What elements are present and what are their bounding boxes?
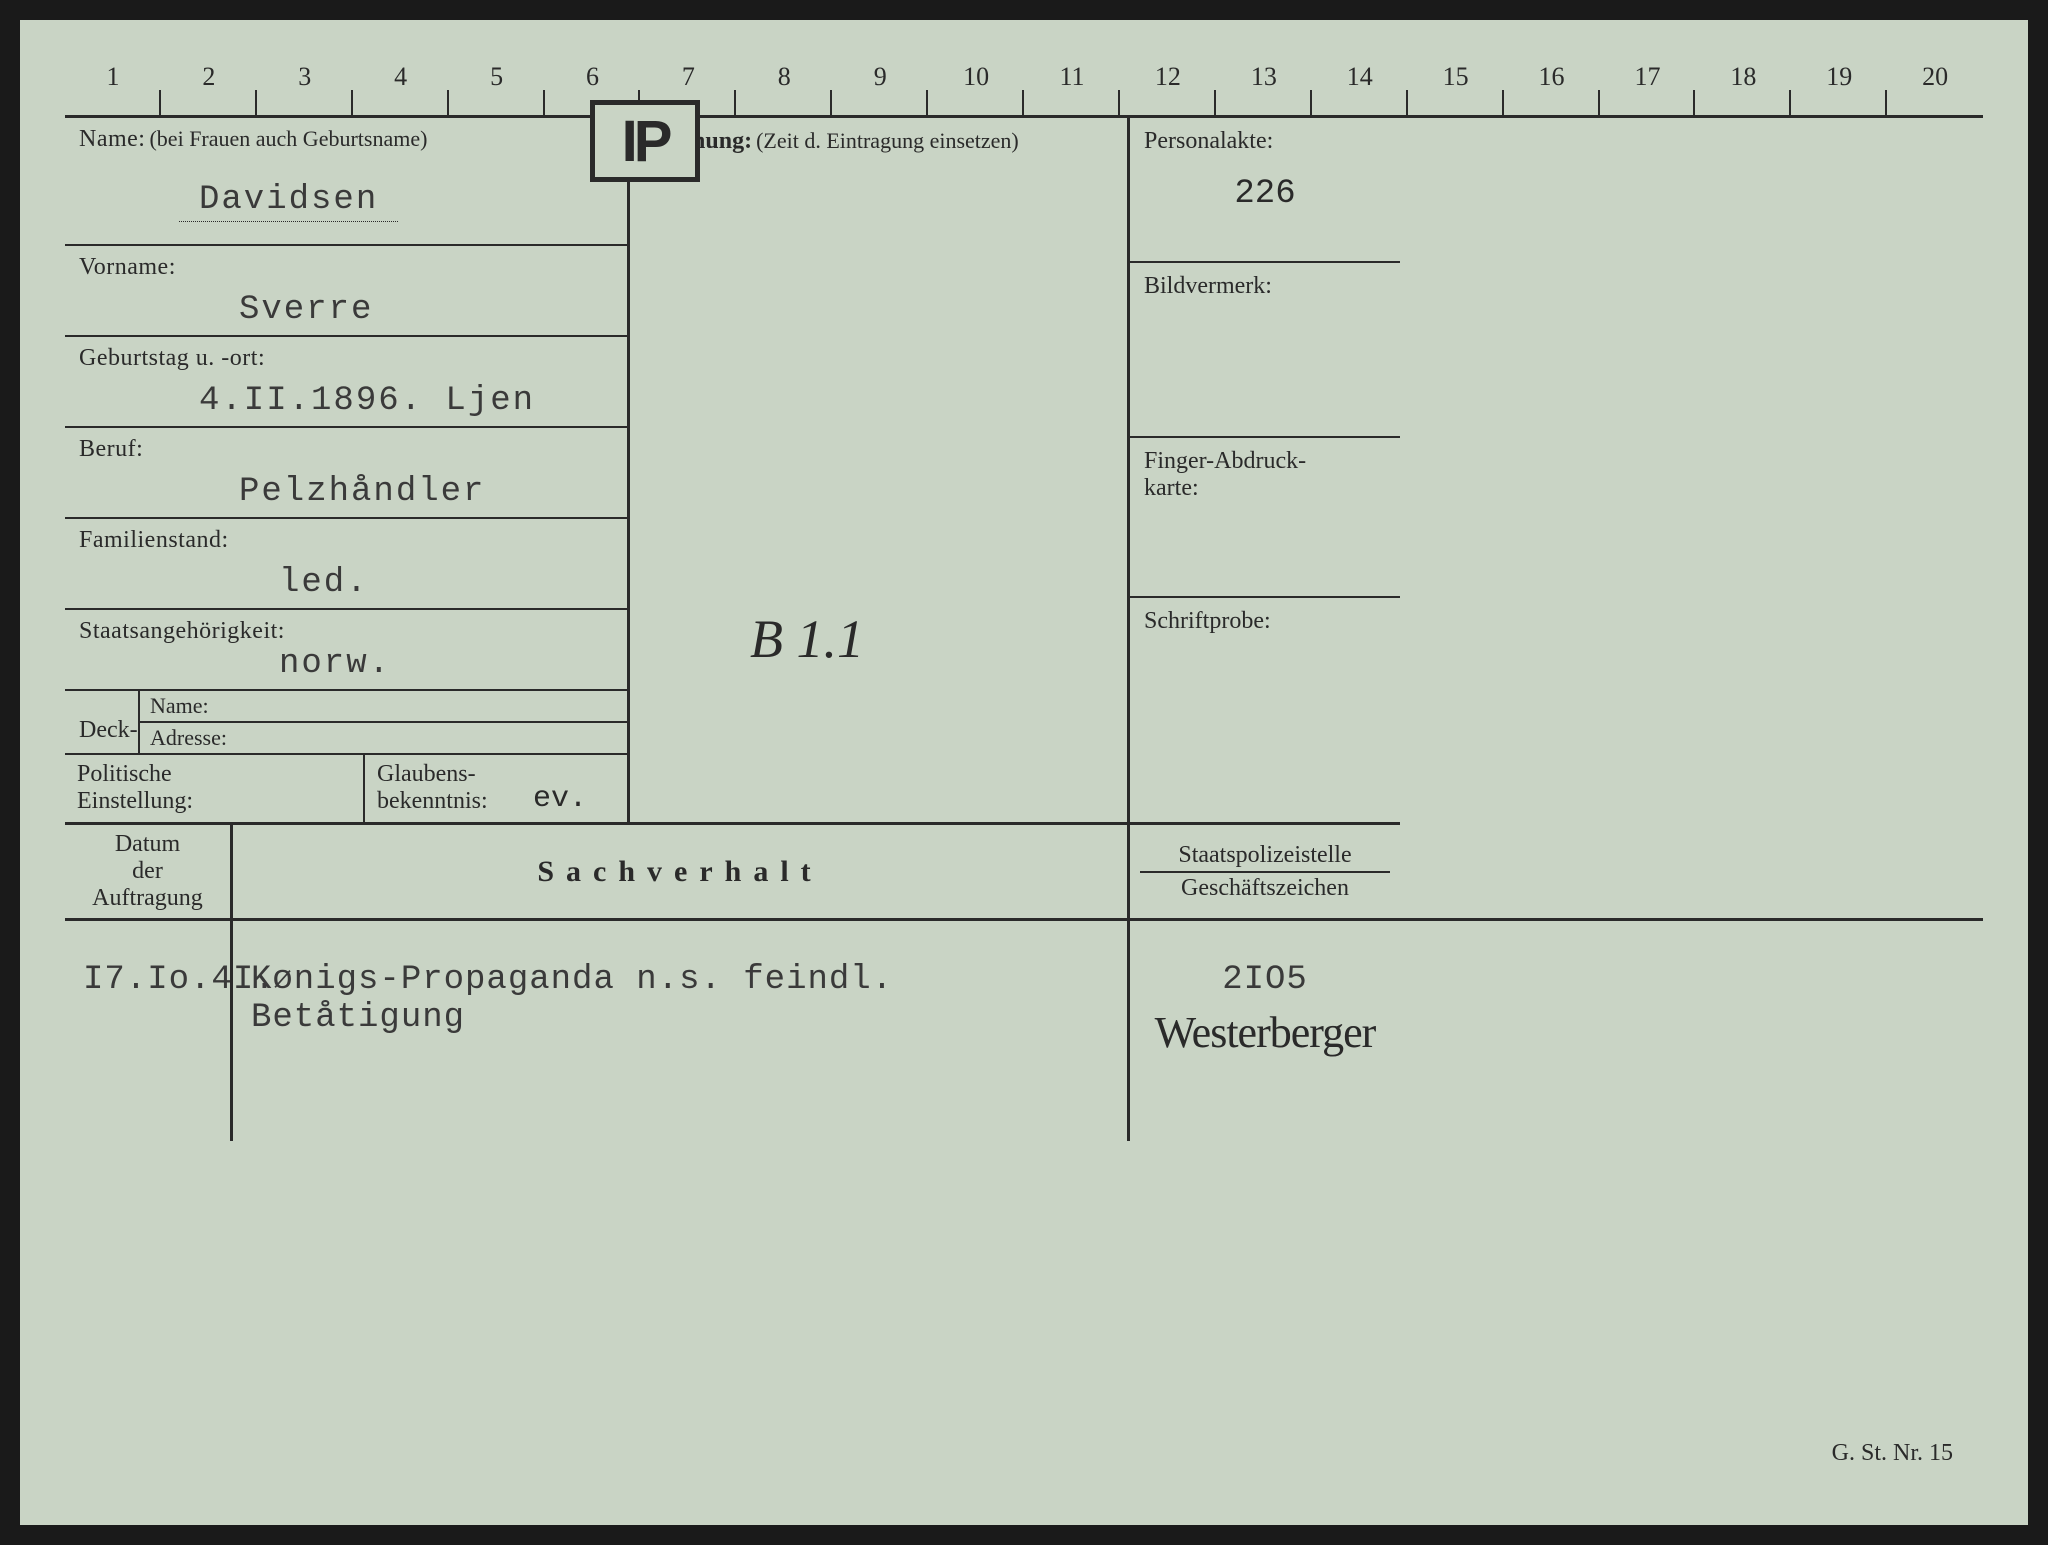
ruler-tick: 18: [1695, 60, 1791, 115]
cell-personalakte: Personalakte: 226: [1130, 118, 1400, 263]
label-familienstand: Familienstand:: [79, 527, 615, 554]
ruler-tick: 5: [449, 60, 545, 115]
ruler-tick: 8: [736, 60, 832, 115]
value-vorname: Sverre: [239, 291, 615, 329]
label-politische: Politische Einstellung:: [65, 755, 365, 822]
cell-bildvermerk: Bildvermerk:: [1130, 263, 1400, 438]
value-glaubens: ev.: [533, 782, 587, 816]
cell-fingerprint: Finger-Abdruck- karte:: [1130, 438, 1400, 598]
header-staatspolizei-l1: Staatspolizeistelle: [1140, 842, 1390, 873]
field-familienstand: Familienstand: led.: [65, 519, 627, 610]
field-geburtstag: Geburtstag u. -ort: 4.II.1896. Ljen: [65, 337, 627, 428]
ruler-tick: 20: [1887, 60, 1983, 115]
footer-code: G. St. Nr. 15: [1832, 1440, 1953, 1467]
label-deck-adresse: Adresse:: [140, 723, 627, 753]
field-beruf: Beruf: Pelzhåndler: [65, 428, 627, 519]
header-datum-l1: Datum: [75, 831, 220, 858]
ruler-tick: 10: [928, 60, 1024, 115]
label-staat: Staatsangehörigkeit:: [79, 618, 615, 645]
field-vorname: Vorname: Sverre: [65, 246, 627, 337]
ruler-tick: 13: [1216, 60, 1312, 115]
label-politische-l1: Politische: [77, 761, 351, 788]
value-geburtstag: 4.II.1896. Ljen: [199, 382, 615, 420]
main-grid: Name: (bei Frauen auch Geburtsname) Davi…: [65, 118, 1983, 825]
hint-name: (bei Frauen auch Geburtsname): [149, 126, 427, 151]
field-staat: Staatsangehörigkeit: norw.: [65, 610, 627, 691]
ruler-tick: 9: [832, 60, 928, 115]
ruler-tick: 3: [257, 60, 353, 115]
label-glaubens: Glaubens- bekenntnis: ev.: [365, 755, 627, 822]
label-fingerprint-l1: Finger-Abdruck-: [1144, 448, 1386, 475]
entry-ref: 2IO5 Westerberger: [1130, 921, 1400, 1141]
ruler-tick: 2: [161, 60, 257, 115]
entry-date: I7.Io.4I.: [65, 921, 233, 1141]
header-staatspolizei-l2: Geschäftszeichen: [1140, 875, 1390, 902]
label-geburtstag: Geburtstag u. -ort:: [79, 345, 615, 372]
label-deck: Deck-: [65, 691, 140, 753]
value-staat: norw.: [279, 645, 615, 683]
value-personalakte: 226: [1144, 175, 1386, 213]
ruler: 1 2 3 4 5 6 7 8 9 10 11 12 13 14 15 16 1…: [65, 60, 1983, 118]
label-vorname: Vorname:: [79, 254, 615, 281]
ruler-tick: 15: [1408, 60, 1504, 115]
label-bildvermerk: Bildvermerk:: [1144, 273, 1386, 300]
middle-column: Wohnung: (Zeit d. Eintragung einsetzen) …: [630, 118, 1130, 825]
entry-text: Kønigs-Propaganda n.s. feindl. Betåtigun…: [233, 921, 1130, 1141]
label-schriftprobe: Schriftprobe:: [1144, 608, 1386, 635]
field-deck: Deck- Name: Adresse:: [65, 691, 627, 755]
entry-ref-number: 2IO5: [1148, 961, 1382, 999]
hint-wohnung: (Zeit d. Eintragung einsetzen): [756, 128, 1019, 153]
table-row: I7.Io.4I. Kønigs-Propaganda n.s. feindl.…: [65, 921, 1983, 1141]
cell-schriftprobe: Schriftprobe:: [1130, 598, 1400, 825]
index-card: 1 2 3 4 5 6 7 8 9 10 11 12 13 14 15 16 1…: [65, 60, 1983, 1485]
label-beruf: Beruf:: [79, 436, 615, 463]
ruler-tick: 16: [1504, 60, 1600, 115]
label-personalakte: Personalakte:: [1144, 128, 1386, 155]
right-column: Personalakte: 226 Bildvermerk: Finger-Ab…: [1130, 118, 1400, 825]
handwritten-note: B 1.1: [750, 608, 864, 670]
value-beruf: Pelzhåndler: [239, 473, 615, 511]
label-fingerprint-l2: karte:: [1144, 475, 1386, 502]
ruler-tick: 17: [1600, 60, 1696, 115]
deck-stack: Name: Adresse:: [140, 691, 627, 753]
header-datum-l2: der Auftragung: [75, 858, 220, 912]
label-deck-name: Name:: [140, 691, 627, 723]
ruler-tick: 12: [1120, 60, 1216, 115]
ip-badge: IP: [590, 100, 700, 182]
ruler-tick: 14: [1312, 60, 1408, 115]
value-name: Davidsen: [179, 181, 398, 222]
header-datum: Datum der Auftragung: [65, 825, 233, 918]
table-header-row: Datum der Auftragung Sachverhalt Staatsp…: [65, 825, 1983, 921]
field-politische: Politische Einstellung: Glaubens- bekenn…: [65, 755, 627, 825]
ruler-tick: 11: [1024, 60, 1120, 115]
ip-badge-text: IP: [622, 108, 669, 175]
entry-signature: Westerberger: [1148, 1007, 1382, 1058]
field-name: Name: (bei Frauen auch Geburtsname) Davi…: [65, 118, 627, 246]
label-politische-l2: Einstellung:: [77, 788, 351, 815]
header-sachverhalt: Sachverhalt: [233, 825, 1130, 918]
header-staatspolizei: Staatspolizeistelle Geschäftszeichen: [1130, 825, 1400, 918]
left-column: Name: (bei Frauen auch Geburtsname) Davi…: [65, 118, 630, 825]
ruler-tick: 1: [65, 60, 161, 115]
document-page: 1 2 3 4 5 6 7 8 9 10 11 12 13 14 15 16 1…: [20, 20, 2028, 1525]
ruler-tick: 19: [1791, 60, 1887, 115]
label-name: Name:: [79, 126, 145, 152]
value-familienstand: led.: [279, 564, 615, 602]
ruler-tick: 4: [353, 60, 449, 115]
